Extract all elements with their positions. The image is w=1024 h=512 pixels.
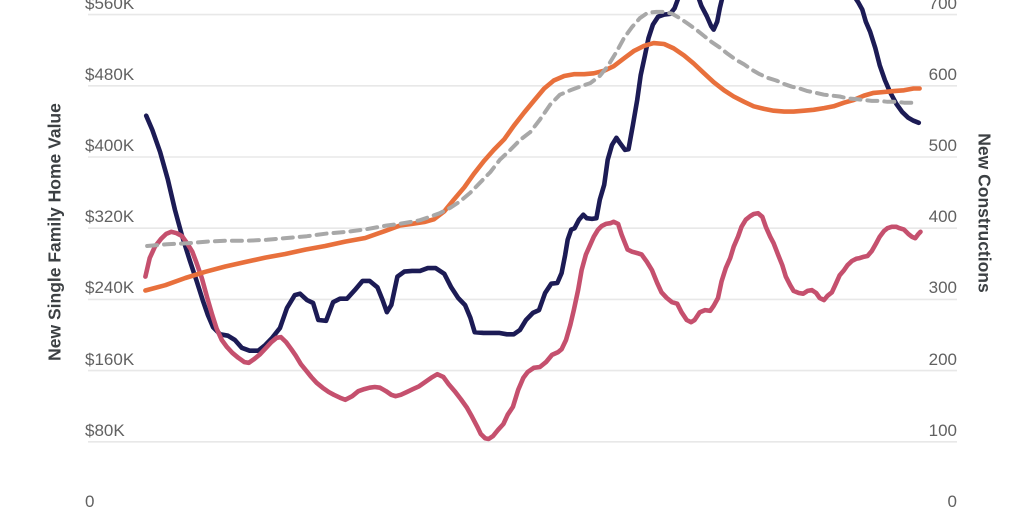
y-right-tick-label: 400 xyxy=(928,207,957,227)
y-right-tick-label: 100 xyxy=(928,420,957,440)
gray-dashed-line xyxy=(145,9,919,248)
y-left-tick-label: $240K xyxy=(85,278,135,298)
pink-line xyxy=(143,210,923,442)
y-right-tick-label: 200 xyxy=(928,349,957,369)
y-left-tick-label: $80K xyxy=(85,420,125,440)
y-right-tick-label: 300 xyxy=(928,278,957,298)
y-left-tick-label: $160K xyxy=(85,349,135,369)
navy-line xyxy=(853,0,922,126)
y-left-tick-label: 0 xyxy=(85,492,95,511)
y-left-tick-label: $480K xyxy=(85,64,135,84)
navy-line xyxy=(143,0,681,353)
y-right-tick-label: 0 xyxy=(947,492,957,511)
y-left-tick-label: $400K xyxy=(85,136,135,155)
y-left-tick-label: $560K xyxy=(85,0,135,13)
y-axis-left-title: New Single Family Home Value xyxy=(44,103,65,361)
y-axis-right-title: New Constructions xyxy=(974,133,995,293)
y-right-tick-label: 500 xyxy=(928,136,957,155)
y-left-tick-label: $320K xyxy=(85,207,135,227)
navy-line xyxy=(696,0,725,32)
orange-line xyxy=(143,40,922,293)
y-right-tick-label: 700 xyxy=(928,0,957,13)
y-right-tick-label: 600 xyxy=(928,64,957,84)
